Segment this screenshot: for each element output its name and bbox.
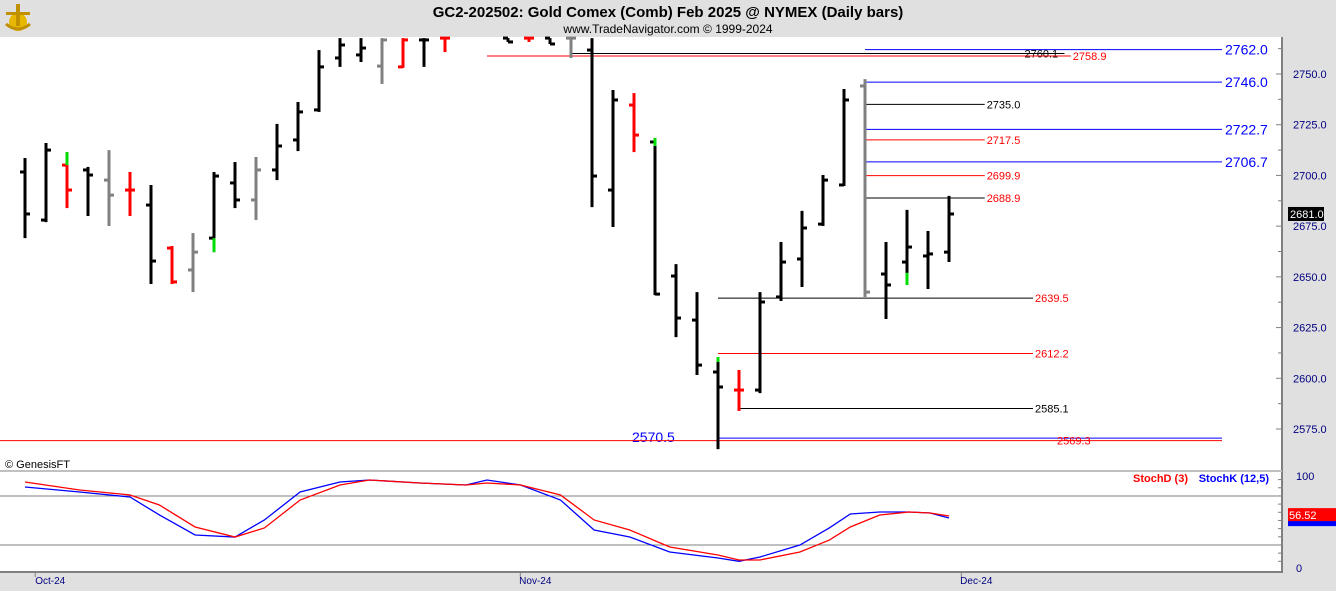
y-tick-label: 2750.0 bbox=[1293, 69, 1327, 81]
price-bar bbox=[335, 38, 345, 67]
ship-anchor-logo-icon bbox=[5, 4, 31, 31]
y-tick-label: 2675.0 bbox=[1293, 221, 1327, 233]
price-bar bbox=[713, 356, 723, 450]
copyright-label: © GenesisFT bbox=[5, 459, 70, 471]
price-bar bbox=[398, 38, 408, 69]
level-label: 2760.1 bbox=[1025, 49, 1059, 61]
y-tick-label: 2700.0 bbox=[1293, 170, 1327, 182]
level-label: 2735.0 bbox=[987, 99, 1021, 111]
y-tick-label: 2650.0 bbox=[1293, 272, 1327, 284]
price-bar bbox=[734, 369, 744, 411]
header-bar bbox=[0, 0, 1336, 37]
price-bar bbox=[20, 157, 30, 239]
y-tick-label: 2600.0 bbox=[1293, 373, 1327, 385]
chart-title: GC2-202502: Gold Comex (Comb) Feb 2025 @… bbox=[433, 4, 904, 21]
stochd-line bbox=[24, 479, 950, 561]
price-bar bbox=[944, 195, 954, 263]
x-tick-label: Dec-24 bbox=[960, 576, 993, 587]
level-label: 2585.1 bbox=[1035, 404, 1069, 416]
price-bar bbox=[188, 233, 198, 293]
stochd-last-label: 56.52 bbox=[1289, 510, 1317, 522]
price-bar bbox=[125, 171, 135, 217]
stochd-last-box bbox=[1288, 508, 1336, 522]
price-bar bbox=[41, 142, 51, 223]
level-label: 2688.9 bbox=[987, 193, 1021, 205]
price-bar bbox=[104, 150, 114, 226]
price-panel bbox=[0, 37, 1282, 470]
legend-stochk: StochK (12,5) bbox=[1199, 473, 1270, 485]
chart-subtitle: www.TradeNavigator.com © 1999-2024 bbox=[562, 22, 772, 36]
y-tick-label: 2625.0 bbox=[1293, 323, 1327, 335]
y-tick-label: 2575.0 bbox=[1293, 424, 1327, 436]
level-label: 2612.2 bbox=[1035, 349, 1069, 361]
price-bar bbox=[797, 210, 807, 288]
price-bar bbox=[293, 101, 303, 152]
price-bar bbox=[440, 36, 450, 53]
stoch-tick-0: 0 bbox=[1296, 563, 1302, 575]
price-bar bbox=[524, 36, 534, 42]
price-bar bbox=[83, 166, 93, 217]
stoch-tick-100: 100 bbox=[1296, 471, 1314, 483]
stochastic-panel bbox=[0, 472, 1282, 572]
last-price-label: 2681.0 bbox=[1290, 209, 1324, 221]
price-bar bbox=[167, 246, 177, 284]
price-bar bbox=[818, 175, 828, 226]
price-bar bbox=[419, 38, 429, 67]
price-bar bbox=[629, 93, 639, 153]
price-bar bbox=[503, 36, 513, 44]
level-label: 2706.7 bbox=[1225, 154, 1268, 170]
x-tick-label: Nov-24 bbox=[519, 576, 552, 587]
price-bar bbox=[839, 89, 849, 187]
price-bar bbox=[860, 79, 870, 297]
price-bar bbox=[251, 156, 261, 221]
level-label: 2639.5 bbox=[1035, 293, 1069, 305]
level-label: 2569.3 bbox=[1057, 436, 1091, 448]
level-label: 2758.9 bbox=[1073, 51, 1107, 63]
stochk-line bbox=[24, 479, 950, 562]
level-label: 2699.9 bbox=[987, 171, 1021, 183]
price-bar bbox=[272, 123, 282, 181]
price-bar bbox=[230, 162, 240, 209]
price-bar bbox=[692, 292, 702, 376]
price-bar bbox=[314, 50, 324, 112]
price-bar bbox=[902, 209, 912, 285]
stochk-last-box bbox=[1288, 519, 1336, 527]
last-price-box bbox=[1288, 206, 1324, 221]
price-bar bbox=[356, 38, 366, 63]
level-label: 2717.5 bbox=[987, 135, 1021, 147]
price-bar bbox=[608, 90, 618, 227]
price-bar bbox=[881, 241, 891, 320]
price-bar bbox=[146, 184, 156, 284]
x-tick-label: Oct-24 bbox=[35, 576, 65, 587]
level-label: 2762.0 bbox=[1225, 42, 1268, 58]
price-bar bbox=[923, 231, 933, 290]
price-bar bbox=[377, 38, 387, 84]
price-bar bbox=[776, 241, 786, 302]
level-label: 2570.5 bbox=[632, 429, 675, 445]
price-bar bbox=[566, 36, 576, 58]
price-bar bbox=[545, 36, 555, 46]
level-label: 2746.0 bbox=[1225, 74, 1268, 90]
price-bar bbox=[587, 38, 597, 208]
y-tick-label: 2725.0 bbox=[1293, 120, 1327, 132]
price-bar bbox=[671, 264, 681, 338]
level-label: 2722.7 bbox=[1225, 121, 1268, 137]
price-bar bbox=[755, 292, 765, 394]
legend-stochd: StochD (3) bbox=[1133, 473, 1188, 485]
